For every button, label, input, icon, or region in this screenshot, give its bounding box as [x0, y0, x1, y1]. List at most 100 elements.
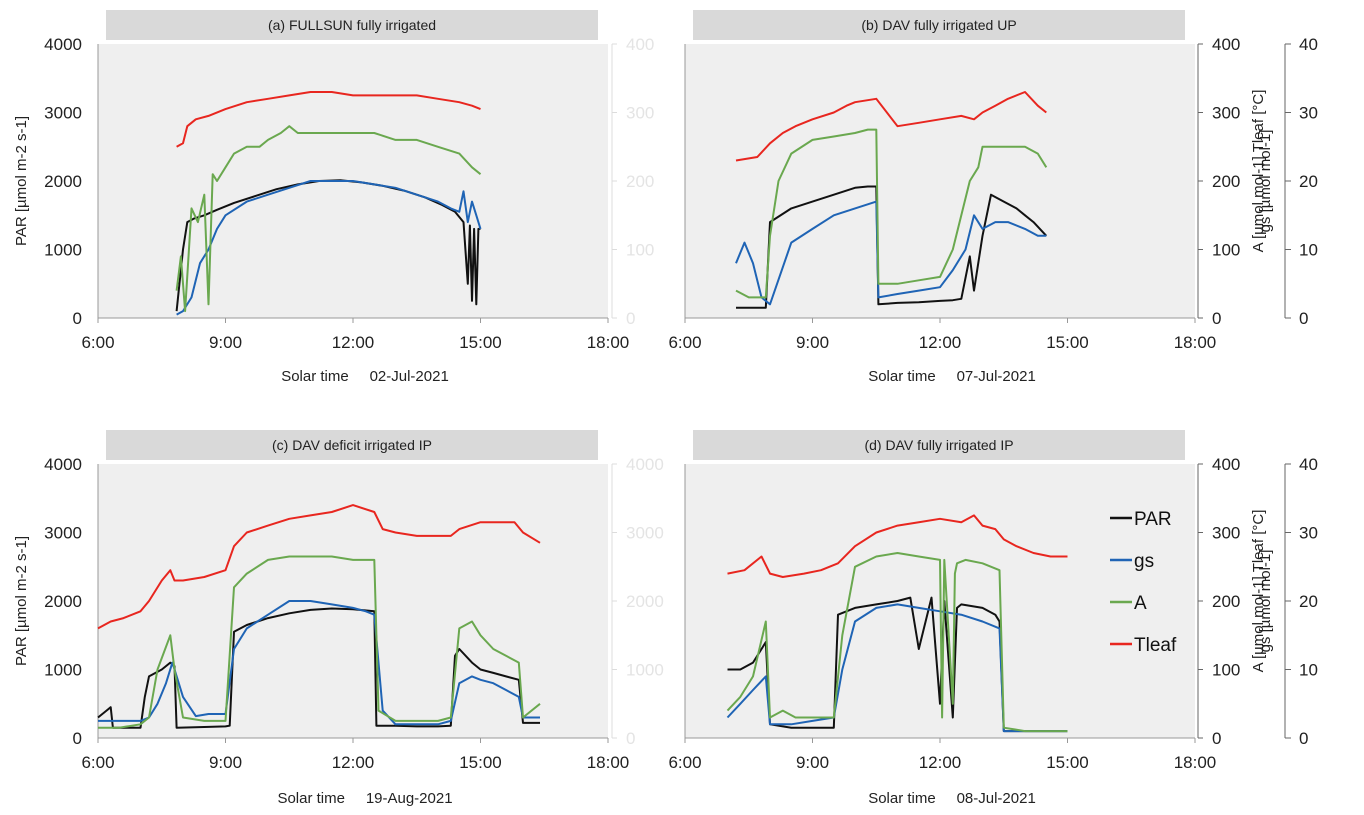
- series-line-a: [98, 555, 541, 729]
- x-tick-label: 9:00: [209, 333, 242, 352]
- series-line-a: [726, 552, 1068, 733]
- y-tick-right: 2000: [626, 592, 664, 611]
- x-axis-label: Solar time 19-Aug-2021: [277, 790, 452, 807]
- legend-label: PAR: [1134, 509, 1172, 530]
- y-axis-left-label: PAR [µmol m-2 s-1]: [13, 536, 30, 666]
- y-tick-right: 400: [1212, 35, 1240, 54]
- series-line-tleaf: [176, 91, 481, 148]
- legend-label: A: [1134, 593, 1147, 614]
- y-tick-right: 100: [1212, 661, 1240, 680]
- y-tick-right: 200: [1212, 592, 1240, 611]
- y-tick-right2: 0: [1299, 309, 1308, 328]
- x-tick-label: 18:00: [587, 753, 630, 772]
- y-tick-right2: 30: [1299, 524, 1318, 543]
- y-tick-right: 200: [626, 172, 654, 191]
- x-tick-label: 6:00: [668, 753, 701, 772]
- y-tick-right: 3000: [626, 524, 664, 543]
- x-tick-label: 15:00: [459, 753, 502, 772]
- y-tick-right2: 30: [1299, 104, 1318, 123]
- y-tick-right2: 10: [1299, 241, 1318, 260]
- y-tick-right: 200: [1212, 172, 1240, 191]
- series-line-tleaf: [727, 514, 1068, 578]
- y-tick-left: 0: [73, 309, 82, 328]
- series-line-par: [97, 607, 540, 729]
- panel-title: (c) DAV deficit irrigated IP: [272, 437, 432, 453]
- x-tick-label: 6:00: [81, 333, 114, 352]
- panel-title: (b) DAV fully irrigated UP: [861, 17, 1016, 33]
- x-tick-label: 12:00: [332, 333, 375, 352]
- y-axis-right2-label: A [µmol mol-1] Tleaf [°C]: [1250, 90, 1267, 253]
- y-tick-right: 4000: [626, 455, 664, 474]
- panel-b: (b) DAV fully irrigated UP 6:00 9:00 12:00 1…: [668, 10, 1318, 385]
- x-tick-label: 9:00: [796, 333, 829, 352]
- series-line-a: [735, 128, 1048, 299]
- panel-title: (d) DAV fully irrigated IP: [864, 437, 1013, 453]
- x-tick-label: 18:00: [1174, 333, 1217, 352]
- series-line-gs: [726, 603, 1068, 733]
- y-tick-right: 0: [626, 729, 635, 748]
- panel-title-bar: [693, 430, 1185, 460]
- x-tick-label: 15:00: [1046, 753, 1089, 772]
- series-line-gs: [98, 600, 540, 726]
- y-tick-right: 300: [626, 104, 654, 123]
- y-tick-right: 400: [626, 35, 654, 54]
- series-line-par: [736, 185, 1048, 309]
- series-line-a: [175, 125, 482, 313]
- legend-label: Tleaf: [1134, 635, 1177, 656]
- plot-area: [685, 44, 1195, 318]
- y-axis-right2-label: A [µmol mol-1] Tleaf [°C]: [1250, 510, 1267, 673]
- series-line-gs: [735, 200, 1047, 306]
- y-tick-right2: 10: [1299, 661, 1318, 680]
- series-line-tleaf: [97, 504, 541, 630]
- y-tick-right: 1000: [626, 661, 664, 680]
- plot-area: [98, 464, 608, 738]
- panel-title-bar: [106, 430, 598, 460]
- y-tick-right: 0: [626, 309, 635, 328]
- y-axis-right-label: gs [µmol mol-1]: [1257, 550, 1274, 653]
- x-axis-label: Solar time 02-Jul-2021: [281, 368, 449, 385]
- legend-label: gs: [1134, 551, 1154, 572]
- x-tick-label: 18:00: [1174, 753, 1217, 772]
- y-tick-right2: 20: [1299, 172, 1318, 191]
- panel-title-bar: [693, 10, 1185, 40]
- x-tick-label: 18:00: [587, 333, 630, 352]
- x-tick-label: 9:00: [209, 753, 242, 772]
- panel-a: (a) FULLSUN fully irrigated0100020003000…: [13, 10, 654, 385]
- x-tick-label: 15:00: [1046, 333, 1089, 352]
- y-axis-left-label: PAR [µmol m-2 s-1]: [13, 116, 30, 246]
- y-tick-right2: 20: [1299, 592, 1318, 611]
- x-tick-label: 6:00: [668, 333, 701, 352]
- y-tick-left: 0: [73, 729, 82, 748]
- y-tick-right: 100: [1212, 241, 1240, 260]
- x-axis-label: Solar time 07-Jul-2021: [868, 368, 1036, 385]
- legend: PAR gs A Tleaf: [1110, 509, 1177, 656]
- y-tick-right: 400: [1212, 455, 1240, 474]
- y-tick-left: 2000: [44, 592, 82, 611]
- x-axis-label: Solar time 08-Jul-2021: [868, 790, 1036, 807]
- y-tick-left: 1000: [44, 241, 82, 260]
- y-tick-left: 1000: [44, 661, 82, 680]
- y-tick-right2: 40: [1299, 455, 1318, 474]
- y-tick-right: 0: [1212, 729, 1221, 748]
- series-line-tleaf: [735, 91, 1047, 162]
- x-tick-label: 12:00: [919, 753, 962, 772]
- panel-title-bar: [106, 10, 598, 40]
- panel-d: (d) DAV fully irrigated IP 6:00 9:00 12:00 1…: [668, 430, 1318, 807]
- y-tick-left: 3000: [44, 104, 82, 123]
- panel-c: (c) DAV deficit irrigated IP 0 1000 2000 300…: [13, 430, 664, 807]
- panel-title: (a) FULLSUN fully irrigated: [268, 17, 436, 33]
- x-tick-label: 12:00: [332, 753, 375, 772]
- y-tick-right: 300: [1212, 524, 1240, 543]
- y-tick-left: 2000: [44, 172, 82, 191]
- y-tick-right: 0: [1212, 309, 1221, 328]
- y-tick-left: 3000: [44, 524, 82, 543]
- x-tick-label: 9:00: [796, 753, 829, 772]
- y-tick-right2: 0: [1299, 729, 1308, 748]
- y-tick-left: 4000: [44, 455, 82, 474]
- y-tick-right: 300: [1212, 104, 1240, 123]
- x-tick-label: 15:00: [459, 333, 502, 352]
- y-tick-right2: 40: [1299, 35, 1318, 54]
- y-tick-left: 4000: [44, 35, 82, 54]
- y-axis-right-label: gs [µmol mol-1]: [1257, 130, 1274, 233]
